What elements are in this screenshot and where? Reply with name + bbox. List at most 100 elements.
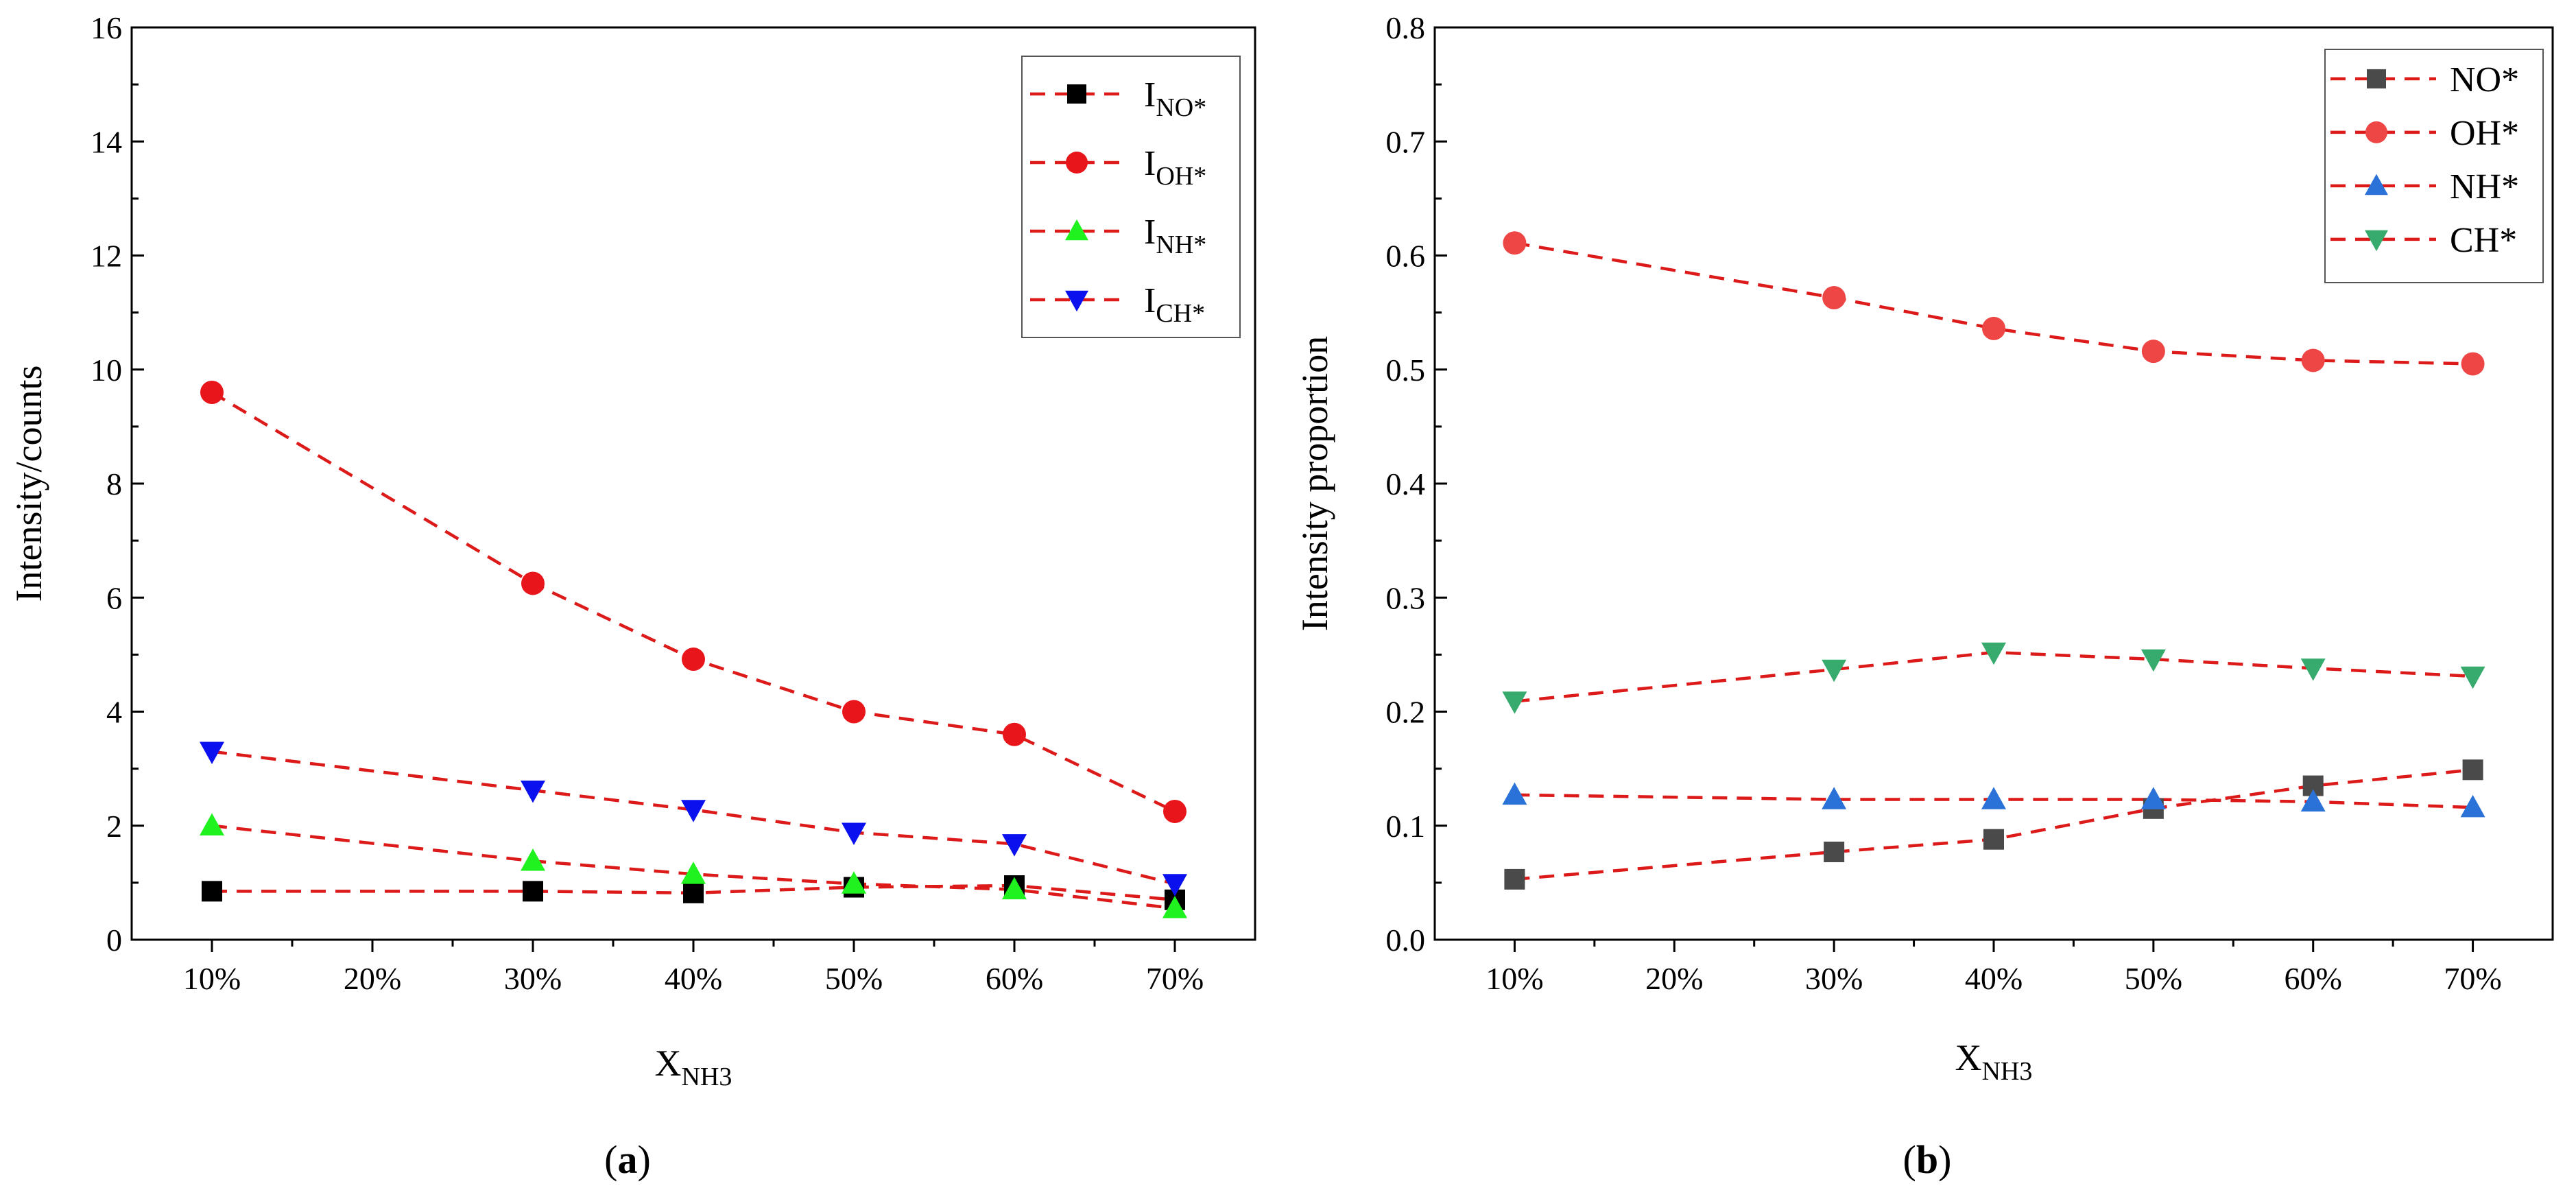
panel-a-legend-label: ICH*: [1144, 281, 1205, 328]
panel-b-chart: 0.0 0.1 0.2 0.3 0.4 0.5 0.6 0.7 0.8 10% 20% 30% 40% 5…: [1294, 10, 2554, 1182]
panel-a-legend-label-sub: CH*: [1156, 299, 1205, 328]
panel-a-legend-marker-I_NH*: [1065, 219, 1088, 241]
panel-b-y-tick-label: 0.8: [1386, 10, 1426, 45]
panel-b-legend-marker-CH*: [2365, 230, 2388, 252]
panel-a-data-point-I_NH*: [1002, 877, 1027, 900]
panel-a-x-tick-label: 40%: [665, 961, 722, 996]
panel-a-data-point-I_CH*: [681, 800, 706, 822]
panel-b-data-point-CH*: [1822, 659, 1847, 682]
panel-a-x-tick-label: 50%: [825, 961, 883, 996]
panel-a-legend-marker-I_NO*: [1067, 84, 1086, 104]
panel-b-x-tick-label: 40%: [1965, 961, 2023, 996]
panel-a-data-point-I_CH*: [200, 741, 224, 764]
panel-b-data-point-CH*: [2460, 666, 2485, 689]
panel-a-x-tick-label: 20%: [344, 961, 401, 996]
panel-a-y-tick-label: 14: [91, 124, 122, 159]
panel-a-legend-label-base: I: [1144, 144, 1156, 183]
panel-a-legend-label-base: I: [1144, 213, 1156, 252]
panel-a-data-point-I_NH*: [1162, 896, 1187, 918]
panel-a-data-point-I_OH*: [200, 381, 224, 404]
panel-b-x-axis-title-sub: NH3: [1982, 1057, 2033, 1086]
panel-b-x-axis-title: XNH3: [1955, 1037, 2033, 1086]
panel-a-data-point-I_NO*: [202, 881, 222, 902]
panel-a-data-point-I_OH*: [1163, 799, 1186, 823]
panel-a-legend-label-sub: NO*: [1156, 93, 1206, 122]
panel-b-legend-label: NH*: [2450, 167, 2519, 206]
panel-b-data-point-CH*: [2140, 649, 2166, 672]
panel-a-legend: INO*IOH*INH*ICH*: [1021, 56, 1241, 338]
panel-b-x-tick-label: 30%: [1805, 961, 1863, 996]
panel-a-label-open: (: [604, 1137, 617, 1182]
panel-b-y-tick-label: 0.2: [1386, 695, 1426, 730]
panel-b-y-tick-label: 0.7: [1386, 124, 1426, 159]
panel-a-data-point-I_NH*: [842, 871, 866, 894]
panel-a-y-axis-title: Intensity/counts: [8, 366, 49, 602]
panel-a-y-tick-label: 0: [106, 923, 122, 958]
panel-a-data-point-I_NO*: [523, 881, 543, 902]
panel-a-x-axis-title: XNH3: [655, 1043, 732, 1091]
panel-b-y-tick-label: 0.6: [1386, 239, 1426, 274]
panel-a-label-close: ): [638, 1137, 651, 1182]
panel-a-legend-label: INO*: [1144, 75, 1206, 122]
panel-b-x-tick-label: 20%: [1645, 961, 1703, 996]
panel-b-data-point-NH*: [2460, 794, 2485, 818]
panel-a-legend-box: [1021, 56, 1241, 338]
panel-b-data-point-NO*: [2462, 759, 2483, 781]
panel-a-data-point-I_CH*: [842, 822, 866, 845]
panel-a-legend-label-sub: OH*: [1156, 162, 1206, 191]
panel-b-data-point-NO*: [1983, 829, 2004, 850]
panel-a-series-line-I_OH*: [211, 391, 1176, 813]
panel-b-data-point-OH*: [2461, 352, 2485, 376]
panel-b-data-point-CH*: [1502, 691, 1527, 714]
panel-a-data-point-I_CH*: [521, 780, 545, 803]
panel-b-y-tick-label: 0.5: [1386, 353, 1426, 388]
panel-b-legend-label: NO*: [2450, 60, 2519, 99]
panel-a-series-line-I_NO*: [212, 883, 1176, 902]
panel-b-label-letter: b: [1916, 1137, 1938, 1182]
panel-a-y-tick-label: 2: [106, 809, 122, 844]
panel-b-series-line-NH*: [1514, 793, 2473, 809]
panel-b-legend-label-base: NH*: [2450, 167, 2519, 206]
panel-a-legend-label: INH*: [1144, 213, 1206, 259]
panel-b-legend-label: CH*: [2450, 221, 2517, 260]
panel-a-y-tick-label: 12: [91, 239, 122, 274]
panel-a-y-tick-label: 16: [91, 10, 122, 45]
panel-b-data-point-NO*: [1824, 841, 1845, 862]
panel-b-legend-marker-NO*: [2367, 69, 2386, 88]
panel-a-data-point-I_NH*: [521, 848, 545, 871]
panel-a-y-tick-label: 8: [106, 466, 122, 501]
panel-a-x-tick-label: 70%: [1146, 961, 1204, 996]
panel-b-legend-label-base: OH*: [2450, 114, 2519, 153]
panel-b-y-tick-label: 0.0: [1386, 923, 1426, 958]
panel-a-y-tick-label: 10: [91, 353, 122, 388]
panel-b-data-point-NO*: [1504, 868, 1525, 890]
panel-b-data-point-NH*: [2140, 787, 2166, 809]
panel-b-x-axis-title-base: X: [1955, 1037, 1982, 1078]
panel-a-legend-label: IOH*: [1144, 144, 1206, 191]
panel-a-x-tick-label: 10%: [183, 961, 241, 996]
panel-a-y-tick-label: 6: [106, 580, 122, 615]
panel-b-x-tick-label: 50%: [2125, 961, 2182, 996]
panel-a-x-tick-label: 60%: [986, 961, 1043, 996]
panel-a-chart: 0 2 4 6 8 10 12 14 16 10% 20% 30% 40% 50% 60% 70% Intens…: [8, 10, 1256, 1182]
panel-a-legend-label-sub: NH*: [1156, 230, 1206, 259]
panel-a-data-point-I_OH*: [521, 571, 545, 595]
panel-b-series-line-CH*: [1514, 650, 2473, 703]
panel-b-legend-label-base: NO*: [2450, 60, 2519, 99]
panel-b-legend-label: OH*: [2450, 114, 2519, 153]
panel-b-x-tick-label: 70%: [2444, 961, 2501, 996]
panel-b-y-tick-label: 0.3: [1386, 580, 1426, 615]
panel-b-label: (b): [1903, 1137, 1952, 1182]
panel-a-legend-marker-I_OH*: [1066, 152, 1088, 174]
panel-b-data-point-NH*: [2300, 789, 2326, 812]
panel-b-data-point-NH*: [1822, 787, 1847, 809]
panel-b-data-point-NH*: [1981, 787, 2006, 809]
panel-b-data-point-OH*: [1982, 316, 2005, 340]
panel-b-data-point-OH*: [2301, 348, 2325, 372]
panel-a-legend-marker-I_CH*: [1065, 290, 1088, 312]
panel-a-data-point-I_NH*: [681, 862, 706, 884]
panel-b-label-close: ): [1938, 1137, 1951, 1182]
panel-b-legend-box: [2324, 49, 2544, 283]
panel-a-y-tick-label: 4: [106, 695, 122, 730]
panel-a-x-tick-label: 30%: [504, 961, 562, 996]
